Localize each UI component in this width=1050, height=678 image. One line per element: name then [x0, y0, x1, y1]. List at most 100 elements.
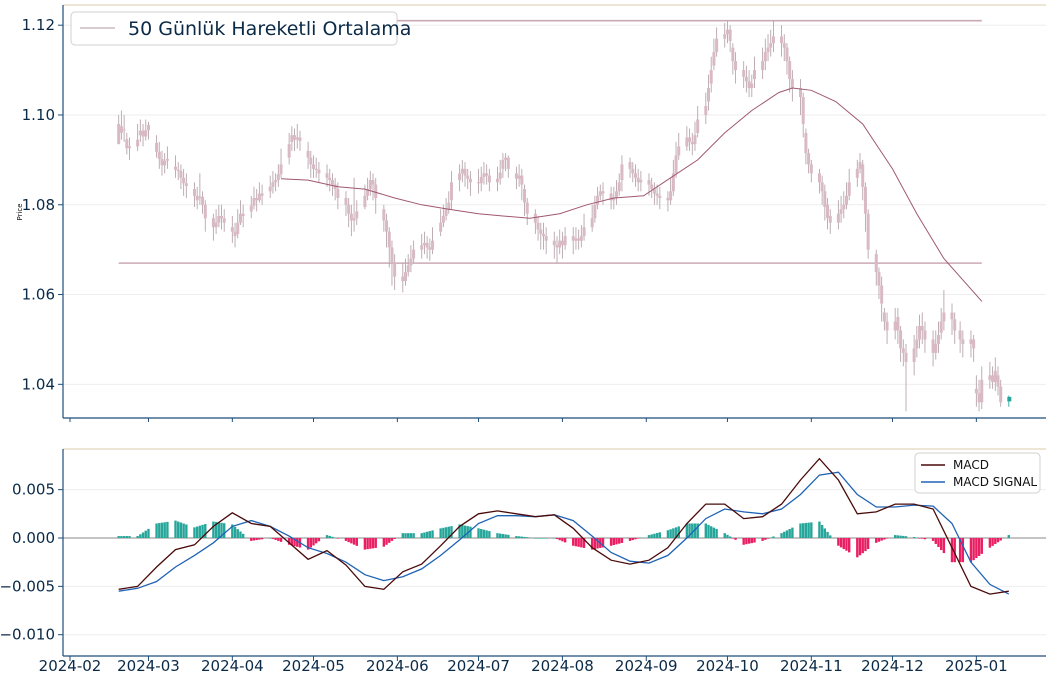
macd-histogram-bar: [893, 535, 897, 538]
candle-body: [633, 173, 637, 178]
macd-histogram-bar: [896, 535, 900, 538]
candle-body: [371, 180, 375, 185]
macd-histogram-bar: [999, 537, 1002, 541]
macd-histogram-bar: [122, 536, 126, 538]
candle-body: [785, 47, 789, 62]
x-tick-label: 2024-10: [696, 657, 759, 675]
x-tick-label: 2024-07: [447, 657, 510, 675]
macd-histogram-bar: [526, 537, 529, 538]
macd-histogram-bar: [634, 537, 637, 540]
macd-histogram-bar: [542, 537, 545, 539]
candle-body: [836, 213, 840, 223]
candle-body: [771, 36, 775, 44]
macd-histogram-bar: [252, 537, 256, 541]
candle-body: [953, 319, 957, 331]
candle-body: [558, 240, 562, 248]
price-y-tick-label: 1.10: [22, 106, 55, 124]
candle-body: [255, 198, 259, 201]
x-tick-label: 2024-02: [39, 657, 102, 675]
macd-histogram-bar: [412, 533, 415, 538]
macd-histogram-bar: [691, 523, 694, 538]
candle-body: [479, 176, 483, 184]
macd-histogram-bar: [715, 529, 718, 538]
candle-body: [468, 178, 472, 183]
macd-histogram-bar: [712, 527, 716, 538]
candle-body: [893, 321, 897, 331]
candle-body: [279, 164, 283, 175]
macd-histogram-bar: [558, 537, 561, 541]
x-tick-label: 2024-09: [615, 657, 678, 675]
macd-histogram-bar: [636, 537, 640, 539]
macd-histogram-bar: [561, 537, 564, 542]
candle-body: [750, 83, 754, 89]
macd-histogram-bar: [810, 522, 813, 538]
macd-histogram-bar: [953, 537, 956, 563]
macd-histogram-bar: [328, 535, 331, 538]
macd-histogram-bar: [677, 526, 680, 538]
candle-body: [214, 222, 218, 228]
macd-histogram-bar: [885, 537, 889, 539]
candle-body: [858, 162, 862, 169]
macd-histogram-bar: [563, 537, 567, 543]
candle-body: [847, 182, 851, 196]
candle-body: [449, 182, 453, 201]
macd-histogram-bar: [233, 526, 237, 538]
macd-histogram-bar: [534, 537, 537, 539]
candle-body: [715, 38, 719, 53]
candle-body: [165, 158, 169, 161]
candle-body: [233, 231, 237, 237]
candle-body: [763, 52, 767, 62]
macd-histogram-bar: [223, 523, 226, 538]
macd-histogram-bar: [785, 530, 789, 538]
candle-body: [899, 330, 903, 349]
macd-histogram-bar: [388, 537, 391, 543]
macd-histogram-bar: [972, 537, 975, 561]
candle-body: [487, 175, 491, 183]
candle-body: [119, 126, 123, 133]
macd-histogram-bar: [274, 537, 277, 540]
macd-histogram-bar: [950, 537, 954, 563]
candle-body: [211, 218, 215, 228]
candle-body: [466, 175, 470, 179]
candle-body: [961, 339, 965, 344]
macd-histogram-bar: [580, 537, 583, 548]
macd-histogram-bar: [306, 537, 310, 550]
macd-histogram-bar: [331, 536, 334, 538]
candle-body: [420, 245, 424, 250]
candle-body: [734, 61, 738, 71]
macd-histogram-bar: [802, 523, 805, 538]
macd-histogram-bar: [212, 521, 215, 538]
candle-body: [658, 195, 662, 199]
moving-average-line: [280, 87, 983, 302]
macd-histogram-bar: [647, 535, 651, 538]
macd-histogram-bar: [609, 537, 613, 546]
candle-body: [666, 198, 670, 201]
candle-body: [652, 189, 656, 194]
candle-body: [826, 204, 830, 219]
macd-histogram-bar: [674, 527, 678, 538]
x-tick-label: 2024-04: [201, 657, 264, 675]
candle-body: [403, 272, 407, 282]
macd-histogram-bar: [596, 537, 599, 549]
macd-histogram-bar: [807, 522, 810, 538]
macd-histogram-bar: [241, 533, 245, 538]
candlesticks: [117, 20, 1012, 412]
macd-histogram-bar: [991, 537, 994, 546]
candle-body: [125, 139, 129, 149]
candle-body: [141, 130, 145, 137]
signal-legend-label: MACD SIGNAL: [953, 475, 1037, 489]
price-y-tick-label: 1.06: [22, 286, 55, 304]
candle-body: [385, 220, 389, 232]
macd-histogram-bar: [688, 523, 691, 538]
candle-body: [766, 47, 770, 53]
candle-body: [769, 43, 773, 48]
macd-histogram-bar: [934, 537, 937, 544]
candle-body: [669, 191, 673, 201]
macd-histogram-bar: [477, 528, 480, 538]
x-tick-label: 2025-01: [945, 657, 1008, 675]
macd-histogram-bar: [553, 537, 556, 539]
macd-histogram-bar: [220, 522, 223, 538]
candle-body: [950, 312, 954, 320]
macd-histogram-bar: [431, 530, 434, 538]
